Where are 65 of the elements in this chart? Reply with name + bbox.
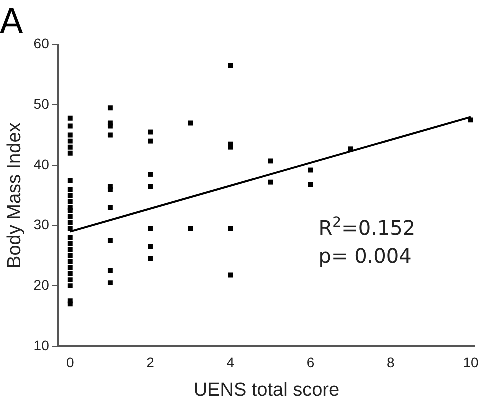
point: [68, 116, 73, 121]
point: [148, 130, 153, 135]
point: [348, 146, 354, 152]
point: [68, 302, 73, 307]
point: [148, 226, 153, 232]
y-tick-label: 30: [34, 216, 50, 233]
point: [148, 244, 153, 250]
point: [68, 220, 73, 226]
point: [68, 272, 73, 276]
point: [68, 253, 73, 258]
point: [108, 187, 113, 192]
point: [68, 138, 73, 144]
point: [468, 118, 474, 123]
point: [108, 124, 113, 129]
point: [148, 256, 153, 262]
point: [228, 144, 234, 150]
x-tick-label: 4: [226, 354, 235, 371]
point: [68, 150, 73, 156]
x-tick-label: 8: [386, 354, 395, 371]
x-tick-label: 0: [66, 354, 74, 371]
point: [68, 214, 73, 220]
y-tick-label: 40: [34, 156, 50, 172]
point: [68, 241, 73, 246]
point: [68, 284, 73, 289]
x-tick-label: 6: [306, 354, 315, 371]
x-tick-label: 10: [463, 354, 479, 371]
x-axis-title: UENS total score: [194, 380, 340, 401]
annotation: p= 0.004: [318, 244, 412, 268]
point: [148, 138, 153, 144]
point: [228, 226, 234, 232]
point: [68, 124, 73, 129]
y-axis-title: Body Mass Index: [4, 122, 26, 268]
point: [228, 63, 234, 68]
x-tick-label: 2: [146, 354, 155, 371]
point: [68, 278, 73, 283]
point: [148, 184, 153, 190]
y-tick-label: 20: [34, 276, 50, 293]
point: [68, 235, 73, 240]
point: [108, 106, 113, 111]
point: [268, 180, 274, 185]
point: [68, 259, 73, 264]
point: [148, 172, 153, 177]
y-tick-label: 10: [34, 337, 50, 354]
point: [108, 238, 113, 244]
chart-title: A: [0, 2, 24, 42]
point: [108, 280, 113, 286]
point: [268, 158, 274, 164]
point: [68, 132, 73, 138]
point: [68, 144, 73, 150]
point: [108, 132, 113, 138]
y-tick-label: 50: [34, 96, 50, 112]
point: [108, 268, 113, 274]
point: [68, 208, 73, 214]
point: [68, 199, 73, 204]
point: [108, 205, 113, 210]
point: [188, 226, 194, 232]
point: [68, 247, 73, 252]
y-tick-label: 60: [34, 36, 50, 52]
point: [68, 187, 73, 192]
point: [228, 272, 234, 278]
point: [68, 178, 73, 183]
point: [68, 226, 73, 232]
point: [68, 193, 73, 198]
point: [68, 266, 73, 270]
point: [188, 120, 194, 126]
